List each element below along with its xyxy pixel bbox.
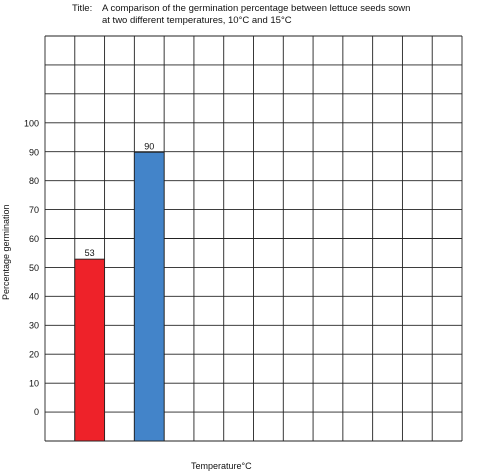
y-tick-label: 0 xyxy=(34,407,39,417)
y-tick-label: 50 xyxy=(29,263,39,273)
chart-title-line2: at two different temperatures, 10°C and … xyxy=(102,15,292,26)
x-axis-label: Temperature°C xyxy=(191,461,252,471)
data-labels: 53 90 xyxy=(85,141,155,258)
bar xyxy=(133,151,165,442)
bars xyxy=(74,151,165,442)
y-tick-label: 20 xyxy=(29,349,39,359)
y-axis-label: Percentage germination xyxy=(1,204,11,300)
title-prefix: Title: xyxy=(72,3,93,14)
y-tick-label: 80 xyxy=(29,176,39,186)
chart-title: A comparison of the germination percenta… xyxy=(102,3,411,14)
y-tick-label: 90 xyxy=(29,147,39,157)
y-tick-label: 100 xyxy=(24,118,39,128)
bar xyxy=(74,258,106,442)
y-tick-label: 30 xyxy=(29,321,39,331)
y-tick-label: 70 xyxy=(29,205,39,215)
y-tick-label: 40 xyxy=(29,292,39,302)
y-axis-ticks: 0 10 20 30 40 50 60 70 80 90 100 xyxy=(24,118,39,417)
data-label: 90 xyxy=(144,141,154,151)
y-tick-label: 10 xyxy=(29,378,39,388)
grid xyxy=(44,35,463,442)
y-tick-label: 60 xyxy=(29,234,39,244)
data-label: 53 xyxy=(85,248,95,258)
